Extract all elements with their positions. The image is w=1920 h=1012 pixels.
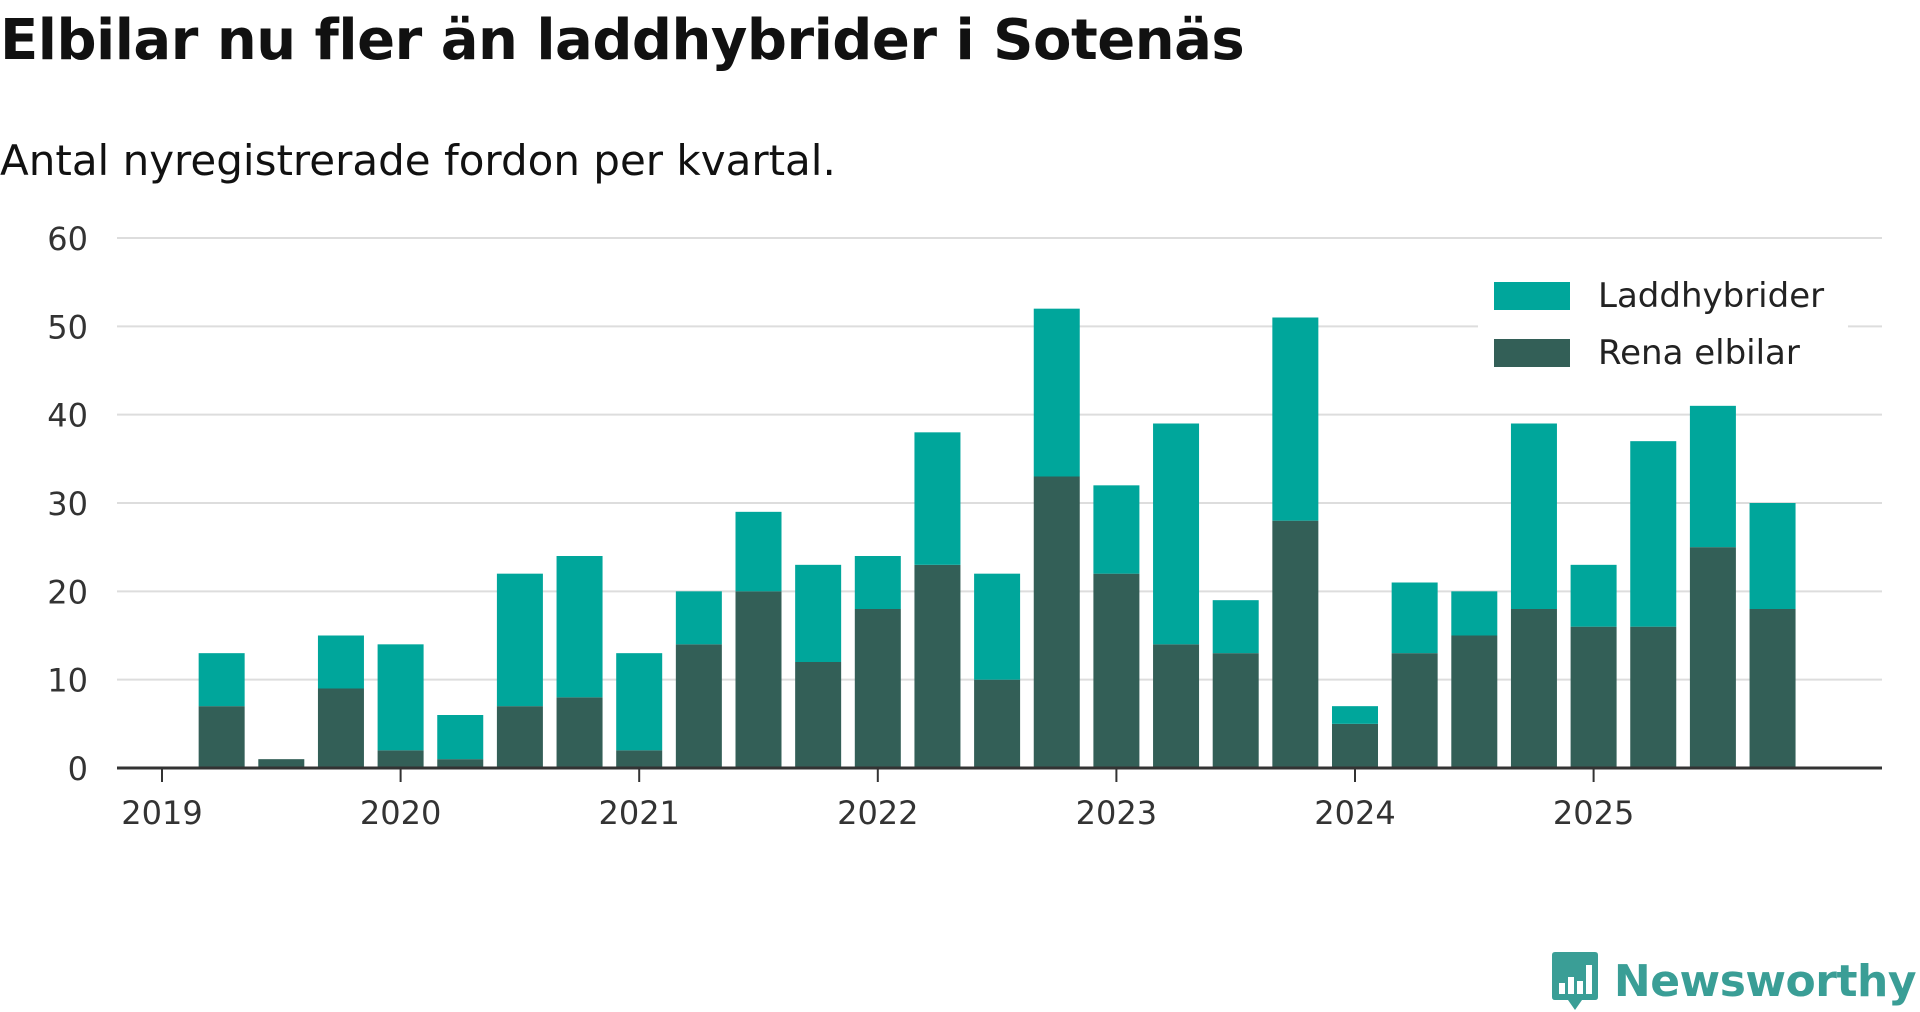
x-tick-label: 2025 bbox=[1553, 794, 1634, 832]
bar-segment bbox=[1689, 405, 1736, 548]
bar-segment bbox=[1630, 626, 1677, 768]
legend-swatch bbox=[1494, 282, 1570, 310]
x-tick-label: 2019 bbox=[121, 794, 202, 832]
bar-segment bbox=[974, 573, 1021, 680]
bar-segment bbox=[1391, 582, 1438, 654]
bar-segment bbox=[1630, 441, 1677, 627]
x-tick-label: 2021 bbox=[598, 794, 679, 832]
y-axis-ticks: 0 10 20 30 40 50 60 bbox=[47, 220, 88, 788]
legend-swatch bbox=[1494, 339, 1570, 367]
bar-segment bbox=[258, 759, 305, 768]
bar-segment bbox=[1212, 600, 1259, 654]
bar-segment bbox=[317, 688, 364, 768]
bar-segment bbox=[1093, 485, 1140, 574]
bar-segment bbox=[1033, 476, 1080, 768]
y-tick-label: 10 bbox=[47, 662, 88, 700]
bar-segment bbox=[1570, 564, 1617, 627]
bar-segment bbox=[854, 609, 901, 768]
bar-segment bbox=[377, 750, 424, 768]
bar-segment bbox=[914, 564, 961, 768]
bar-segment bbox=[1451, 635, 1498, 768]
bar-segment bbox=[735, 591, 782, 768]
bar-segment bbox=[1570, 626, 1617, 768]
bar-segment bbox=[974, 679, 1021, 768]
bar-segment bbox=[1093, 573, 1140, 768]
legend: Laddhybrider Rena elbilar bbox=[1478, 262, 1848, 374]
x-tick-label: 2022 bbox=[837, 794, 918, 832]
bar-segment bbox=[675, 591, 722, 645]
brand-logo: Newsworthy bbox=[1550, 950, 1917, 1012]
bar-segment bbox=[914, 432, 961, 565]
x-axis: 2019 2020 2021 2022 2023 2024 2025 bbox=[117, 766, 1882, 832]
bar-segment bbox=[496, 573, 543, 707]
bar-segment bbox=[1749, 609, 1796, 768]
bar-segment bbox=[377, 644, 424, 751]
y-tick-label: 50 bbox=[47, 308, 88, 346]
bar-segment bbox=[198, 706, 245, 768]
bar-segment bbox=[556, 697, 603, 768]
bar-segment bbox=[735, 511, 782, 592]
newsworthy-logo-icon bbox=[1551, 952, 1598, 1010]
bar-segment bbox=[616, 653, 663, 751]
bar-segment bbox=[317, 635, 364, 689]
bar-segment bbox=[1451, 591, 1498, 636]
bar-segment bbox=[1033, 308, 1080, 477]
bar-segment bbox=[1391, 653, 1438, 768]
bar-segment bbox=[437, 759, 484, 768]
y-tick-label: 0 bbox=[68, 750, 88, 788]
bar-segment bbox=[556, 556, 603, 698]
bar-segment bbox=[675, 644, 722, 768]
bar-segment bbox=[1510, 423, 1557, 609]
x-tick-label: 2020 bbox=[360, 794, 441, 832]
bar-segment bbox=[1749, 503, 1796, 609]
legend-label: Rena elbilar bbox=[1598, 333, 1800, 373]
y-tick-label: 60 bbox=[47, 220, 88, 258]
bar-segment bbox=[1153, 423, 1200, 645]
bar-segment bbox=[616, 750, 663, 768]
bar-segment bbox=[854, 556, 901, 609]
x-tick-label: 2024 bbox=[1314, 794, 1395, 832]
bar-segment bbox=[1689, 547, 1736, 768]
y-tick-label: 40 bbox=[47, 397, 88, 435]
x-tick-label: 2023 bbox=[1076, 794, 1157, 832]
bar-segment bbox=[795, 564, 842, 662]
bar-segment bbox=[1332, 723, 1378, 768]
chart-title: Elbilar nu fler än laddhybrider i Sotenä… bbox=[0, 8, 1245, 73]
bar-segment bbox=[437, 715, 484, 760]
brand-name: Newsworthy bbox=[1613, 955, 1917, 1007]
bar-segment bbox=[1272, 317, 1319, 521]
bar-segment bbox=[1272, 520, 1319, 768]
bar-segment bbox=[198, 653, 245, 707]
bar-segment bbox=[1153, 644, 1200, 768]
legend-label: Laddhybrider bbox=[1598, 276, 1824, 316]
bars bbox=[198, 308, 1796, 768]
bar-segment bbox=[1510, 609, 1557, 768]
bar-segment bbox=[1212, 653, 1259, 768]
bar-segment bbox=[496, 706, 543, 768]
bar-segment bbox=[1332, 706, 1378, 724]
chart-subtitle: Antal nyregistrerade fordon per kvartal. bbox=[0, 136, 836, 185]
y-tick-label: 30 bbox=[47, 485, 88, 523]
y-tick-label: 20 bbox=[47, 573, 88, 611]
bar-segment bbox=[795, 662, 842, 768]
